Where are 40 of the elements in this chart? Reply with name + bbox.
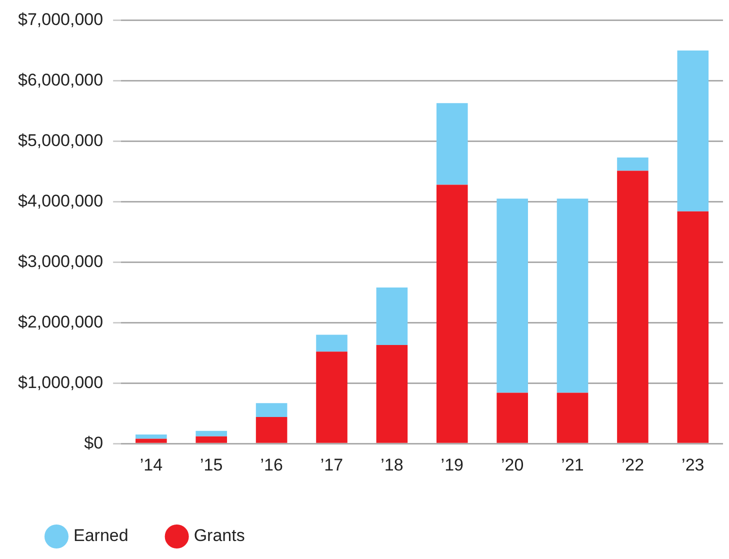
y-tick-label: $3,000,000 xyxy=(18,252,104,271)
x-tick-label: ’23 xyxy=(682,455,704,474)
bar xyxy=(316,352,348,443)
bar xyxy=(376,345,408,443)
y-tick-label: $7,000,000 xyxy=(18,10,104,29)
x-tick-label: ’19 xyxy=(440,455,464,474)
x-tick-label: ’16 xyxy=(260,455,283,474)
bar xyxy=(677,211,709,443)
bar xyxy=(617,170,648,443)
bar xyxy=(136,438,167,443)
y-tick-label: $6,000,000 xyxy=(18,70,104,90)
x-tick-label: ’15 xyxy=(200,455,223,474)
bar xyxy=(316,334,348,352)
x-tick-label: ’14 xyxy=(140,455,163,474)
bar xyxy=(496,198,528,393)
bar xyxy=(256,403,288,417)
bar xyxy=(617,158,648,171)
bar xyxy=(556,198,588,393)
bar xyxy=(376,288,408,346)
y-tick-label: $4,000,000 xyxy=(18,191,104,210)
x-tick-label: ’18 xyxy=(380,455,404,474)
bar xyxy=(436,103,468,185)
bar xyxy=(196,430,228,436)
bar xyxy=(136,434,167,439)
x-tick-label: ’22 xyxy=(621,455,644,474)
bar xyxy=(436,184,468,443)
x-tick-label: ’17 xyxy=(320,455,344,474)
y-tick-label: $0 xyxy=(84,433,104,452)
legend-label: Grants xyxy=(194,526,245,546)
x-tick-label: ’20 xyxy=(500,455,524,474)
y-tick-label: $5,000,000 xyxy=(18,130,104,150)
y-tick-label: $2,000,000 xyxy=(18,312,104,332)
bar xyxy=(196,436,228,443)
x-tick-label: ’21 xyxy=(561,455,584,474)
legend-label: Earned xyxy=(74,526,128,546)
bar xyxy=(556,392,588,443)
bar xyxy=(496,392,528,443)
bar xyxy=(677,50,709,212)
bar xyxy=(256,416,288,443)
y-tick-label: $1,000,000 xyxy=(18,372,104,392)
